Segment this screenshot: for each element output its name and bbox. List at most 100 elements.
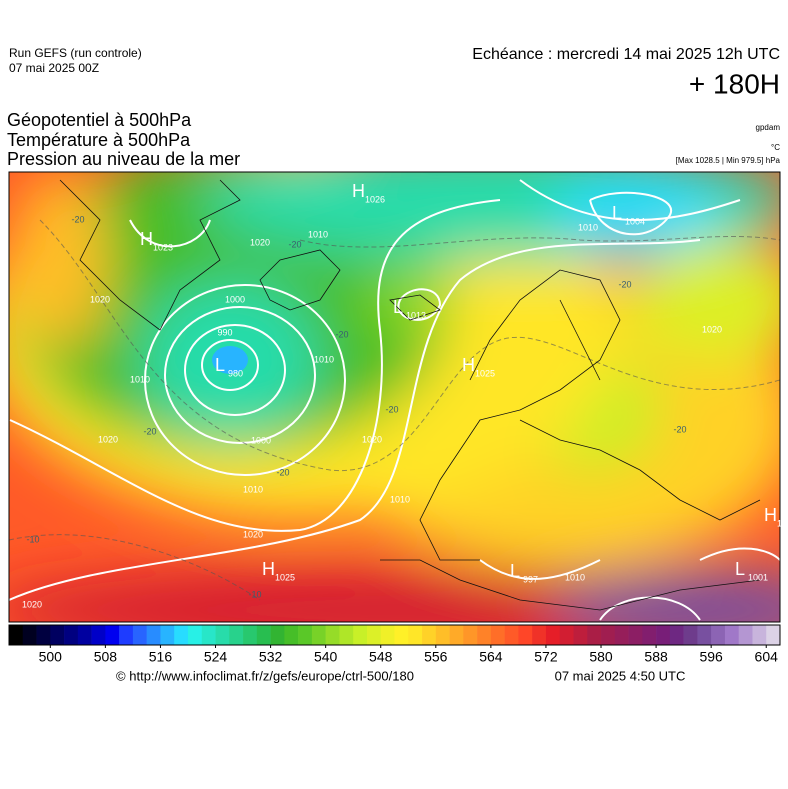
center-pressure: 1004 — [625, 216, 645, 226]
isobar-label: 1010 — [390, 494, 410, 504]
colorbar-swatch — [435, 625, 450, 645]
colorbar-swatch — [146, 625, 161, 645]
colorbar-tick-label: 500 — [39, 649, 63, 665]
colorbar-swatch — [119, 625, 134, 645]
colorbar-swatch — [187, 625, 203, 645]
center-pressure: 980 — [228, 368, 243, 378]
isobar-label: 1000 — [225, 294, 245, 304]
source-credit: © http://www.infoclimat.fr/z/gefs/europe… — [116, 668, 414, 683]
colorbar-swatch — [518, 625, 533, 645]
isobar-label: 1010 — [565, 572, 585, 582]
center-letter: H — [764, 505, 777, 525]
colorbar-swatch — [738, 625, 753, 645]
colorbar-swatch — [601, 625, 616, 645]
center-letter: L — [510, 561, 520, 581]
colorbar-swatch — [243, 625, 258, 645]
colorbar-swatch — [9, 625, 24, 645]
temperature-label: -20 — [288, 239, 301, 249]
temperature-label: -20 — [385, 404, 398, 414]
colorbar-swatch — [91, 625, 106, 645]
colorbar-swatch — [132, 625, 147, 645]
colorbar-swatch — [724, 625, 739, 645]
colorbar-swatch — [587, 625, 602, 645]
colorbar-swatch — [311, 625, 326, 645]
colorbar-tick-label: 580 — [589, 649, 613, 665]
unit-label: [Max 1028.5 | Min 979.5] hPa — [676, 156, 781, 165]
temperature-label: -10 — [26, 534, 39, 544]
colorbar-swatch — [559, 625, 574, 645]
colorbar-swatch — [380, 625, 395, 645]
isobar-label: 1010 — [308, 229, 328, 239]
temperature-label: -20 — [71, 214, 84, 224]
colorbar-swatch — [325, 625, 340, 645]
colorbar-swatch — [353, 625, 368, 645]
field-label: Géopotentiel à 500hPa — [7, 110, 192, 130]
center-letter: H — [140, 229, 153, 249]
center-pressure: 1 — [777, 518, 782, 528]
colorbar-swatch — [22, 625, 37, 645]
center-pressure: 1001 — [748, 572, 768, 582]
colorbar-swatch — [490, 625, 505, 645]
temperature-label: -20 — [335, 329, 348, 339]
colorbar-swatch — [532, 625, 547, 645]
colorbar-swatch — [766, 625, 781, 645]
isobar-label: 1010 — [243, 484, 263, 494]
run-date: 07 mai 2025 00Z — [9, 61, 99, 75]
colorbar-swatch — [683, 625, 698, 645]
colorbar-swatch — [477, 625, 492, 645]
colorbar-swatch — [284, 625, 299, 645]
colorbar-tick-label: 564 — [479, 649, 503, 665]
isobar-label: 1020 — [22, 599, 42, 609]
colorbar-swatch — [298, 625, 313, 645]
colorbar-swatch — [50, 625, 65, 645]
center-letter: H — [462, 355, 475, 375]
field-label: Température à 500hPa — [7, 130, 191, 150]
colorbar-swatch — [628, 625, 643, 645]
isobar-label: 1020 — [702, 324, 722, 334]
colorbar-tick-label: 588 — [644, 649, 668, 665]
isobar-label: 990 — [217, 327, 232, 337]
map-field — [9, 172, 780, 622]
colorbar-swatch — [408, 625, 423, 645]
colorbar-swatch — [614, 625, 629, 645]
colorbar-swatch — [77, 625, 92, 645]
colorbar-swatch — [215, 625, 230, 645]
colorbar-tick-label: 548 — [369, 649, 393, 665]
center-pressure: 1013 — [406, 310, 426, 320]
center-pressure: 1026 — [365, 194, 385, 204]
center-pressure: 1023 — [153, 242, 173, 252]
run-label: Run GEFS (run controle) — [9, 46, 142, 60]
generated-time: 07 mai 2025 4:50 UTC — [555, 668, 686, 683]
temperature-label: -20 — [673, 424, 686, 434]
colorbar-swatch — [573, 625, 588, 645]
colorbar-swatch — [229, 625, 244, 645]
colorbar-tick-label: 540 — [314, 649, 338, 665]
colorbar-swatch — [394, 625, 409, 645]
colorbar-swatch — [697, 625, 712, 645]
colorbar-swatch — [449, 625, 464, 645]
colorbar-swatch — [256, 625, 271, 645]
unit-label: °C — [771, 143, 780, 152]
isobar-label: 1020 — [98, 434, 118, 444]
isobar-label: 1020 — [362, 434, 382, 444]
unit-label: gpdam — [756, 123, 781, 132]
isobar-label: 1000 — [251, 435, 271, 445]
colorbar-tick-label: 604 — [755, 649, 779, 665]
colorbar-swatch — [339, 625, 354, 645]
isobar-label: 1020 — [243, 529, 263, 539]
map-frame — [8, 171, 781, 623]
colorbar-swatch — [36, 625, 51, 645]
temperature-label: -20 — [618, 279, 631, 289]
colorbar-tick-label: 532 — [259, 649, 283, 665]
isobar-label: 1010 — [130, 374, 150, 384]
colorbar-tick-label: 524 — [204, 649, 228, 665]
colorbar-swatch — [422, 625, 437, 645]
colorbar-tick-label: 508 — [94, 649, 118, 665]
colorbar-swatch — [669, 625, 684, 645]
colorbar-swatch — [366, 625, 382, 645]
field-label: Pression au niveau de la mer — [7, 149, 240, 169]
temperature-label: -20 — [143, 426, 156, 436]
colorbar-swatch — [201, 625, 216, 645]
